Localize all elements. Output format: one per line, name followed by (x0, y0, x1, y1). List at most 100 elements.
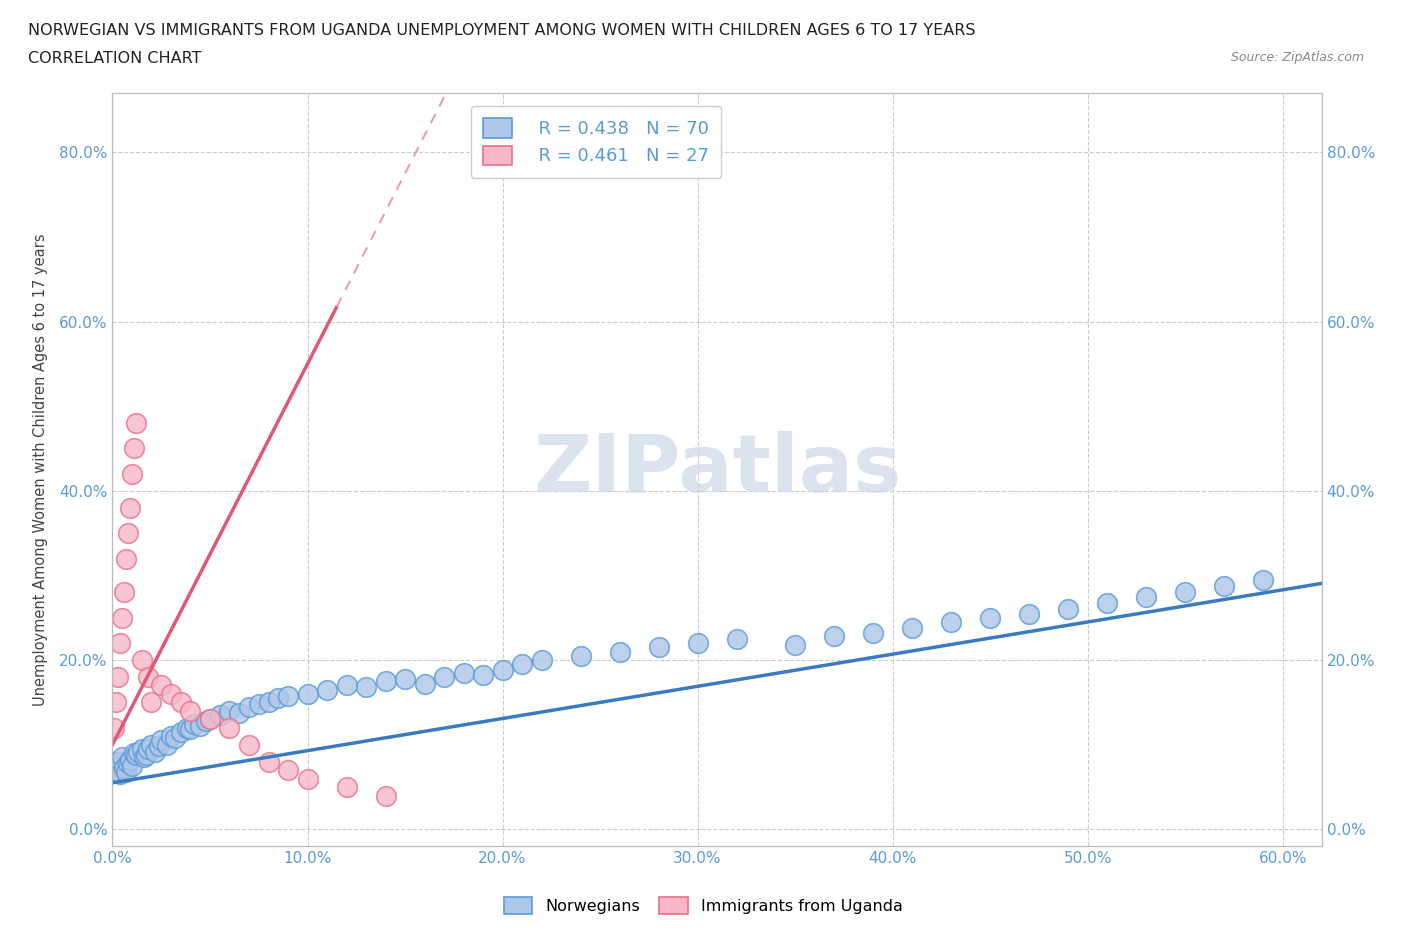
Point (118, 752, 141, 767)
Point (132, 750, 155, 764)
Point (115, 551, 138, 566)
Point (110, 767, 132, 782)
Point (647, 640, 669, 655)
Point (125, 416, 148, 431)
Point (335, 779, 357, 794)
Point (1057, 602, 1080, 617)
Point (195, 713, 218, 728)
Point (131, 741, 153, 756)
Point (569, 648, 592, 663)
Point (823, 629, 845, 644)
Point (1174, 585, 1197, 600)
Point (150, 678, 173, 693)
Point (107, 754, 129, 769)
Point (218, 721, 240, 736)
Point (145, 744, 167, 759)
Point (121, 467, 143, 482)
Point (160, 729, 183, 744)
Point (472, 668, 495, 683)
Point (267, 691, 290, 706)
Point (1018, 606, 1040, 621)
Point (136, 670, 159, 684)
Point (115, 764, 138, 779)
Point (394, 671, 416, 686)
Point (257, 754, 280, 769)
Point (170, 724, 193, 739)
Point (112, 761, 135, 776)
Point (228, 705, 250, 720)
Point (136, 741, 159, 756)
Point (354, 680, 377, 695)
Point (150, 733, 173, 748)
Point (163, 731, 186, 746)
Point (1095, 595, 1118, 610)
Point (218, 703, 240, 718)
Point (198, 711, 221, 726)
Point (170, 695, 193, 710)
Point (141, 695, 163, 710)
Point (257, 695, 280, 710)
Point (1213, 578, 1236, 593)
Point (862, 626, 884, 641)
Point (188, 719, 211, 734)
Y-axis label: Unemployment Among Women with Children Ages 6 to 17 years: Unemployment Among Women with Children A… (32, 233, 48, 706)
Point (122, 441, 145, 456)
Point (413, 676, 436, 691)
Point (127, 744, 149, 759)
Point (686, 636, 709, 651)
Point (107, 670, 129, 684)
Point (374, 788, 396, 803)
Point (530, 653, 553, 668)
Point (183, 716, 205, 731)
Point (105, 763, 128, 777)
Point (112, 585, 135, 600)
Point (277, 688, 299, 703)
Point (1135, 590, 1157, 604)
Legend:   R = 0.438   N = 70,   R = 0.461   N = 27: R = 0.438 N = 70, R = 0.461 N = 27 (471, 106, 721, 178)
Point (110, 636, 132, 651)
Point (238, 699, 260, 714)
Point (141, 737, 163, 752)
Point (491, 663, 513, 678)
Point (121, 759, 143, 774)
Point (510, 657, 533, 671)
Point (238, 737, 260, 752)
Point (901, 620, 924, 635)
Point (939, 615, 962, 630)
Point (160, 686, 183, 701)
Point (316, 683, 339, 698)
Point (105, 695, 128, 710)
Point (979, 610, 1001, 625)
Legend: Norwegians, Immigrants from Uganda: Norwegians, Immigrants from Uganda (498, 891, 908, 920)
Point (176, 721, 198, 736)
Text: NORWEGIAN VS IMMIGRANTS FROM UGANDA UNEMPLOYMENT AMONG WOMEN WITH CHILDREN AGES : NORWEGIAN VS IMMIGRANTS FROM UGANDA UNEM… (28, 23, 976, 38)
Point (374, 674, 396, 689)
Point (135, 748, 157, 763)
Point (297, 771, 319, 786)
Point (198, 711, 221, 726)
Point (179, 703, 201, 718)
Point (131, 653, 153, 668)
Point (111, 750, 134, 764)
Point (118, 500, 141, 515)
Point (179, 722, 201, 737)
Point (125, 748, 148, 763)
Point (609, 644, 631, 659)
Text: Source: ZipAtlas.com: Source: ZipAtlas.com (1230, 51, 1364, 64)
Point (433, 670, 456, 684)
Point (277, 763, 299, 777)
Point (208, 708, 231, 723)
Point (122, 746, 145, 761)
Point (103, 721, 125, 736)
Point (335, 678, 357, 693)
Point (453, 665, 475, 680)
Point (156, 737, 179, 752)
Text: ZIPatlas: ZIPatlas (533, 431, 901, 509)
Point (1251, 572, 1274, 587)
Point (725, 631, 748, 646)
Point (117, 525, 139, 540)
Point (117, 756, 139, 771)
Point (148, 739, 170, 754)
Point (297, 686, 319, 701)
Point (783, 637, 806, 652)
